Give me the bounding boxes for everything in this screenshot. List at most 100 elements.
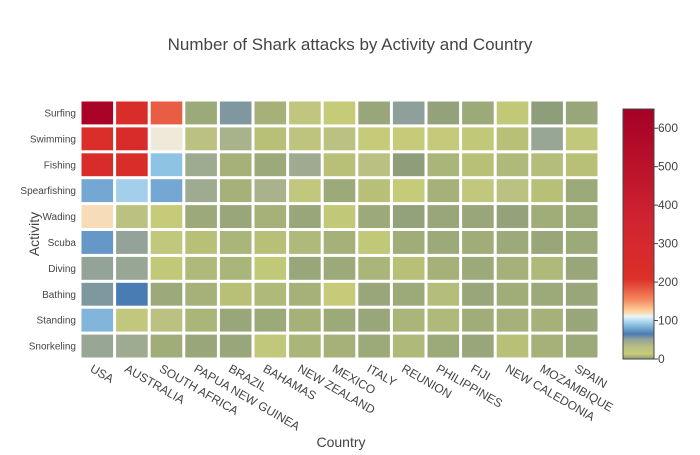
cell-standing-brazil[interactable] <box>219 308 252 332</box>
cell-bathing-bahamas[interactable] <box>254 282 287 306</box>
cell-snorkeling-south-africa[interactable] <box>150 334 183 358</box>
cell-snorkeling-australia[interactable] <box>116 334 148 358</box>
cell-wading-reunion[interactable] <box>392 205 425 228</box>
cell-snorkeling-brazil[interactable] <box>219 334 252 358</box>
cell-scuba-mexico[interactable] <box>323 231 356 254</box>
cell-diving-italy[interactable] <box>358 256 390 280</box>
cell-diving-spain[interactable] <box>565 256 598 280</box>
cell-standing-fiji[interactable] <box>462 308 494 332</box>
cell-spearfishing-philippines[interactable] <box>427 179 460 203</box>
cell-surfing-mozambique[interactable] <box>531 101 563 125</box>
cell-swimming-fiji[interactable] <box>462 127 494 151</box>
cell-fishing-philippines[interactable] <box>427 153 460 177</box>
cell-diving-new-zealand[interactable] <box>289 256 321 280</box>
cell-diving-bahamas[interactable] <box>254 256 287 280</box>
cell-diving-philippines[interactable] <box>427 256 460 280</box>
cell-surfing-australia[interactable] <box>116 101 148 125</box>
cell-wading-fiji[interactable] <box>462 205 494 228</box>
cell-fishing-italy[interactable] <box>358 153 390 177</box>
cell-spearfishing-papua-new-guinea[interactable] <box>185 179 217 203</box>
cell-standing-mexico[interactable] <box>323 308 356 332</box>
cell-spearfishing-australia[interactable] <box>116 179 148 203</box>
cell-spearfishing-spain[interactable] <box>565 179 598 203</box>
cell-swimming-mozambique[interactable] <box>531 127 563 151</box>
cell-fishing-reunion[interactable] <box>392 153 425 177</box>
cell-snorkeling-spain[interactable] <box>565 334 598 358</box>
cell-snorkeling-usa[interactable] <box>81 334 114 358</box>
cell-standing-australia[interactable] <box>116 308 148 332</box>
cell-scuba-bahamas[interactable] <box>254 231 287 254</box>
cell-snorkeling-fiji[interactable] <box>462 334 494 358</box>
cell-bathing-fiji[interactable] <box>462 282 494 306</box>
cell-bathing-italy[interactable] <box>358 282 390 306</box>
cell-surfing-south-africa[interactable] <box>150 101 183 125</box>
cell-wading-south-africa[interactable] <box>150 205 183 228</box>
cell-bathing-australia[interactable] <box>116 282 148 306</box>
cell-scuba-mozambique[interactable] <box>531 231 563 254</box>
cell-surfing-philippines[interactable] <box>427 101 460 125</box>
cell-surfing-italy[interactable] <box>358 101 390 125</box>
cell-swimming-italy[interactable] <box>358 127 390 151</box>
cell-bathing-south-africa[interactable] <box>150 282 183 306</box>
cell-fishing-mexico[interactable] <box>323 153 356 177</box>
cell-spearfishing-brazil[interactable] <box>219 179 252 203</box>
cell-bathing-reunion[interactable] <box>392 282 425 306</box>
cell-swimming-usa[interactable] <box>81 127 114 151</box>
cell-scuba-papua-new-guinea[interactable] <box>185 231 217 254</box>
cell-scuba-south-africa[interactable] <box>150 231 183 254</box>
cell-wading-australia[interactable] <box>116 205 148 228</box>
cell-spearfishing-bahamas[interactable] <box>254 179 287 203</box>
cell-swimming-australia[interactable] <box>116 127 148 151</box>
cell-fishing-brazil[interactable] <box>219 153 252 177</box>
cell-standing-reunion[interactable] <box>392 308 425 332</box>
cell-surfing-new-zealand[interactable] <box>289 101 321 125</box>
cell-swimming-reunion[interactable] <box>392 127 425 151</box>
cell-snorkeling-new-zealand[interactable] <box>289 334 321 358</box>
cell-standing-spain[interactable] <box>565 308 598 332</box>
cell-wading-mozambique[interactable] <box>531 205 563 228</box>
cell-fishing-new-caledonia[interactable] <box>496 153 529 177</box>
cell-spearfishing-mexico[interactable] <box>323 179 356 203</box>
cell-diving-mexico[interactable] <box>323 256 356 280</box>
cell-bathing-new-zealand[interactable] <box>289 282 321 306</box>
cell-spearfishing-new-caledonia[interactable] <box>496 179 529 203</box>
cell-fishing-australia[interactable] <box>116 153 148 177</box>
cell-diving-mozambique[interactable] <box>531 256 563 280</box>
cell-fishing-fiji[interactable] <box>462 153 494 177</box>
cell-snorkeling-philippines[interactable] <box>427 334 460 358</box>
cell-wading-italy[interactable] <box>358 205 390 228</box>
cell-scuba-reunion[interactable] <box>392 231 425 254</box>
cell-spearfishing-usa[interactable] <box>81 179 114 203</box>
cell-diving-australia[interactable] <box>116 256 148 280</box>
cell-standing-papua-new-guinea[interactable] <box>185 308 217 332</box>
cell-bathing-spain[interactable] <box>565 282 598 306</box>
cell-spearfishing-italy[interactable] <box>358 179 390 203</box>
cell-snorkeling-mozambique[interactable] <box>531 334 563 358</box>
cell-snorkeling-mexico[interactable] <box>323 334 356 358</box>
cell-wading-philippines[interactable] <box>427 205 460 228</box>
cell-surfing-new-caledonia[interactable] <box>496 101 529 125</box>
cell-snorkeling-reunion[interactable] <box>392 334 425 358</box>
cell-wading-new-zealand[interactable] <box>289 205 321 228</box>
cell-surfing-papua-new-guinea[interactable] <box>185 101 217 125</box>
cell-scuba-spain[interactable] <box>565 231 598 254</box>
cell-fishing-new-zealand[interactable] <box>289 153 321 177</box>
cell-surfing-fiji[interactable] <box>462 101 494 125</box>
cell-fishing-south-africa[interactable] <box>150 153 183 177</box>
cell-snorkeling-new-caledonia[interactable] <box>496 334 529 358</box>
cell-swimming-brazil[interactable] <box>219 127 252 151</box>
cell-snorkeling-bahamas[interactable] <box>254 334 287 358</box>
cell-scuba-italy[interactable] <box>358 231 390 254</box>
cell-surfing-mexico[interactable] <box>323 101 356 125</box>
cell-wading-papua-new-guinea[interactable] <box>185 205 217 228</box>
cell-diving-brazil[interactable] <box>219 256 252 280</box>
cell-bathing-usa[interactable] <box>81 282 114 306</box>
cell-spearfishing-reunion[interactable] <box>392 179 425 203</box>
cell-spearfishing-south-africa[interactable] <box>150 179 183 203</box>
cell-snorkeling-italy[interactable] <box>358 334 390 358</box>
cell-bathing-philippines[interactable] <box>427 282 460 306</box>
cell-bathing-papua-new-guinea[interactable] <box>185 282 217 306</box>
cell-scuba-fiji[interactable] <box>462 231 494 254</box>
cell-wading-usa[interactable] <box>81 205 114 228</box>
cell-scuba-philippines[interactable] <box>427 231 460 254</box>
